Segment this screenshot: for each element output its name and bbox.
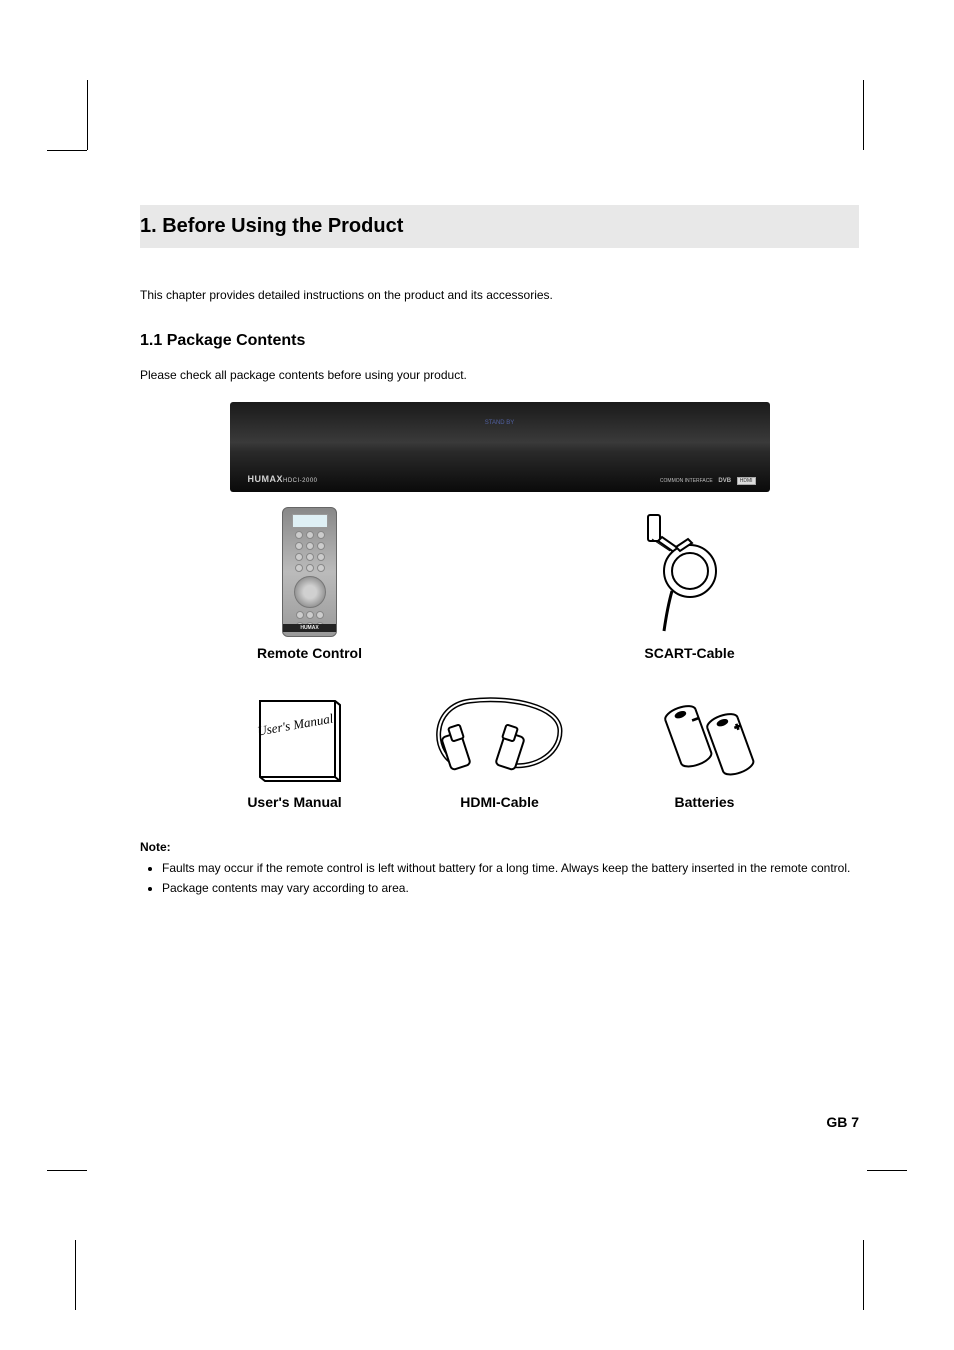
- intro-text: This chapter provides detailed instructi…: [140, 288, 859, 302]
- check-text: Please check all package contents before…: [140, 368, 859, 382]
- device-interface-labels: COMMON INTERFACE DVB HDMI: [660, 478, 756, 484]
- crop-mark: [75, 80, 88, 150]
- crop-mark: [863, 80, 864, 150]
- scart-item: SCART-Cable: [590, 507, 790, 661]
- note-block: Note: Faults may occur if the remote con…: [140, 840, 859, 896]
- batteries-icon: – +: [640, 691, 770, 786]
- section-heading: 1. Before Using the Product: [140, 215, 859, 238]
- note-item: Faults may occur if the remote control i…: [162, 860, 859, 876]
- hdmi-item: HDMI-Cable: [405, 676, 595, 810]
- crop-mark: [75, 1240, 76, 1310]
- note-label: Note:: [140, 840, 171, 854]
- note-item: Package contents may vary according to a…: [162, 880, 859, 896]
- batteries-caption: Batteries: [620, 794, 790, 810]
- page-number: GB 7: [826, 1114, 859, 1130]
- remote-icon: HUMAX: [282, 507, 337, 637]
- crop-mark: [863, 1240, 864, 1310]
- hdmi-caption: HDMI-Cable: [405, 794, 595, 810]
- manual-item: User's Manual User's Manual: [210, 691, 380, 810]
- section-heading-bar: 1. Before Using the Product: [140, 205, 859, 248]
- batteries-item: – + Batteries: [620, 691, 790, 810]
- device-illustration: STAND BY HUMAXHDCI-2000 COMMON INTERFACE…: [230, 402, 770, 492]
- scart-caption: SCART-Cable: [590, 645, 790, 661]
- manual-icon: User's Manual: [240, 691, 350, 786]
- manual-caption: User's Manual: [210, 794, 380, 810]
- remote-caption: Remote Control: [210, 645, 410, 661]
- subsection-heading: 1.1 Package Contents: [140, 332, 859, 350]
- scart-cable-icon: [630, 507, 750, 637]
- package-figure: STAND BY HUMAXHDCI-2000 COMMON INTERFACE…: [210, 402, 790, 810]
- hdmi-cable-icon: [410, 676, 590, 786]
- device-led-label: STAND BY: [485, 420, 515, 426]
- device-brand: HUMAXHDCI-2000: [248, 474, 318, 484]
- crop-mark: [47, 1170, 87, 1171]
- crop-mark: [867, 1170, 907, 1171]
- note-list: Faults may occur if the remote control i…: [162, 860, 859, 896]
- remote-item: HUMAX Remote Control: [210, 507, 410, 661]
